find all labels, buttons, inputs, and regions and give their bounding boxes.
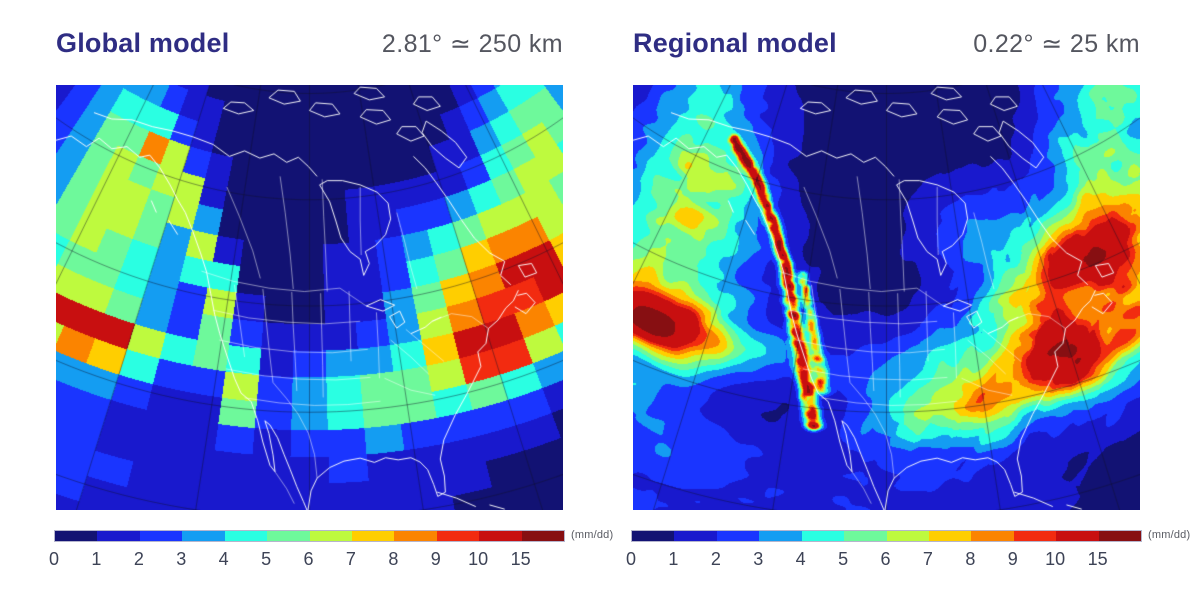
colorbar-segment	[309, 531, 352, 541]
colorbar-segment	[928, 531, 972, 541]
panel-resolution: 0.22° ≃ 25 km	[973, 30, 1140, 58]
colorbar-segment	[801, 531, 845, 541]
colorbar-unit-label: (mm/dd)	[571, 529, 614, 541]
panel-header: Regional model 0.22° ≃ 25 km	[633, 26, 1140, 61]
colorbar-tick-label: 2	[710, 549, 721, 569]
global-model-precipitation-map	[56, 85, 563, 510]
colorbar-tick-label: 6	[303, 549, 314, 569]
colorbar-tick-label: 15	[510, 549, 531, 569]
colorbar-tick-label: 9	[430, 549, 441, 569]
colorbar-tick-label: 3	[753, 549, 764, 569]
colorbar-segment	[844, 531, 887, 541]
colorbar-tick-label: 8	[965, 549, 976, 569]
colorbar-segment	[886, 531, 929, 541]
colorbar-segment	[479, 531, 522, 541]
colorbar-tick-label: 1	[668, 549, 679, 569]
colorbar	[631, 530, 1142, 542]
colorbar-tick-label: 10	[468, 549, 489, 569]
panel-global-model: Global model 2.81° ≃ 250 km 0 1 2 3 4 5 6 7 8 9 10…	[49, 0, 613, 612]
colorbar-tick-label: 4	[795, 549, 806, 569]
colorbar-tick-label: 15	[1087, 549, 1108, 569]
colorbar-tick-labels: 0 1 2 3 4 5 6 7 8 9 10 15	[49, 549, 563, 573]
colorbar-segment	[394, 531, 437, 541]
colorbar-segment	[436, 531, 480, 541]
colorbar-tick-label: 7	[345, 549, 356, 569]
panel-title: Global model	[56, 28, 230, 58]
colorbar-segment	[224, 531, 268, 541]
colorbar-tick-label: 10	[1045, 549, 1066, 569]
colorbar-segment	[1098, 531, 1142, 541]
colorbar-segment	[716, 531, 760, 541]
colorbar-segment	[55, 531, 98, 541]
colorbar-segment	[182, 531, 225, 541]
colorbar-tick-label: 5	[838, 549, 849, 569]
colorbar-segment	[97, 531, 140, 541]
colorbar-segment	[759, 531, 802, 541]
colorbar-segment	[674, 531, 717, 541]
colorbar-tick-label: 5	[261, 549, 272, 569]
colorbar-segment	[139, 531, 183, 541]
colorbar-segment	[1056, 531, 1099, 541]
regional-model-precipitation-map	[633, 85, 1140, 510]
colorbar-tick-label: 2	[133, 549, 144, 569]
colorbar-tick-label: 3	[176, 549, 187, 569]
colorbar	[54, 530, 565, 542]
colorbar-segment	[267, 531, 310, 541]
colorbar-segment	[1013, 531, 1057, 541]
colorbar-tick-label: 0	[48, 549, 60, 569]
colorbar-tick-label: 9	[1007, 549, 1018, 569]
panel-resolution: 2.81° ≃ 250 km	[381, 30, 563, 58]
panel-header: Global model 2.81° ≃ 250 km	[56, 26, 563, 61]
colorbar-segment	[521, 531, 565, 541]
colorbar-tick-label: 8	[388, 549, 399, 569]
colorbar-segment	[351, 531, 395, 541]
colorbar-unit-label: (mm/dd)	[1148, 529, 1191, 541]
colorbar-tick-label: 1	[91, 549, 102, 569]
panel-regional-model: Regional model 0.22° ≃ 25 km 0 1 2 3 4 5 6 7 8 9 1…	[626, 0, 1190, 612]
colorbar-tick-label: 6	[880, 549, 891, 569]
colorbar-tick-labels: 0 1 2 3 4 5 6 7 8 9 10 15	[626, 549, 1140, 573]
panel-title: Regional model	[633, 28, 837, 58]
colorbar-segment	[971, 531, 1014, 541]
colorbar-tick-label: 7	[922, 549, 933, 569]
colorbar-segment	[632, 531, 675, 541]
colorbar-tick-label: 0	[625, 549, 637, 569]
colorbar-tick-label: 4	[218, 549, 229, 569]
